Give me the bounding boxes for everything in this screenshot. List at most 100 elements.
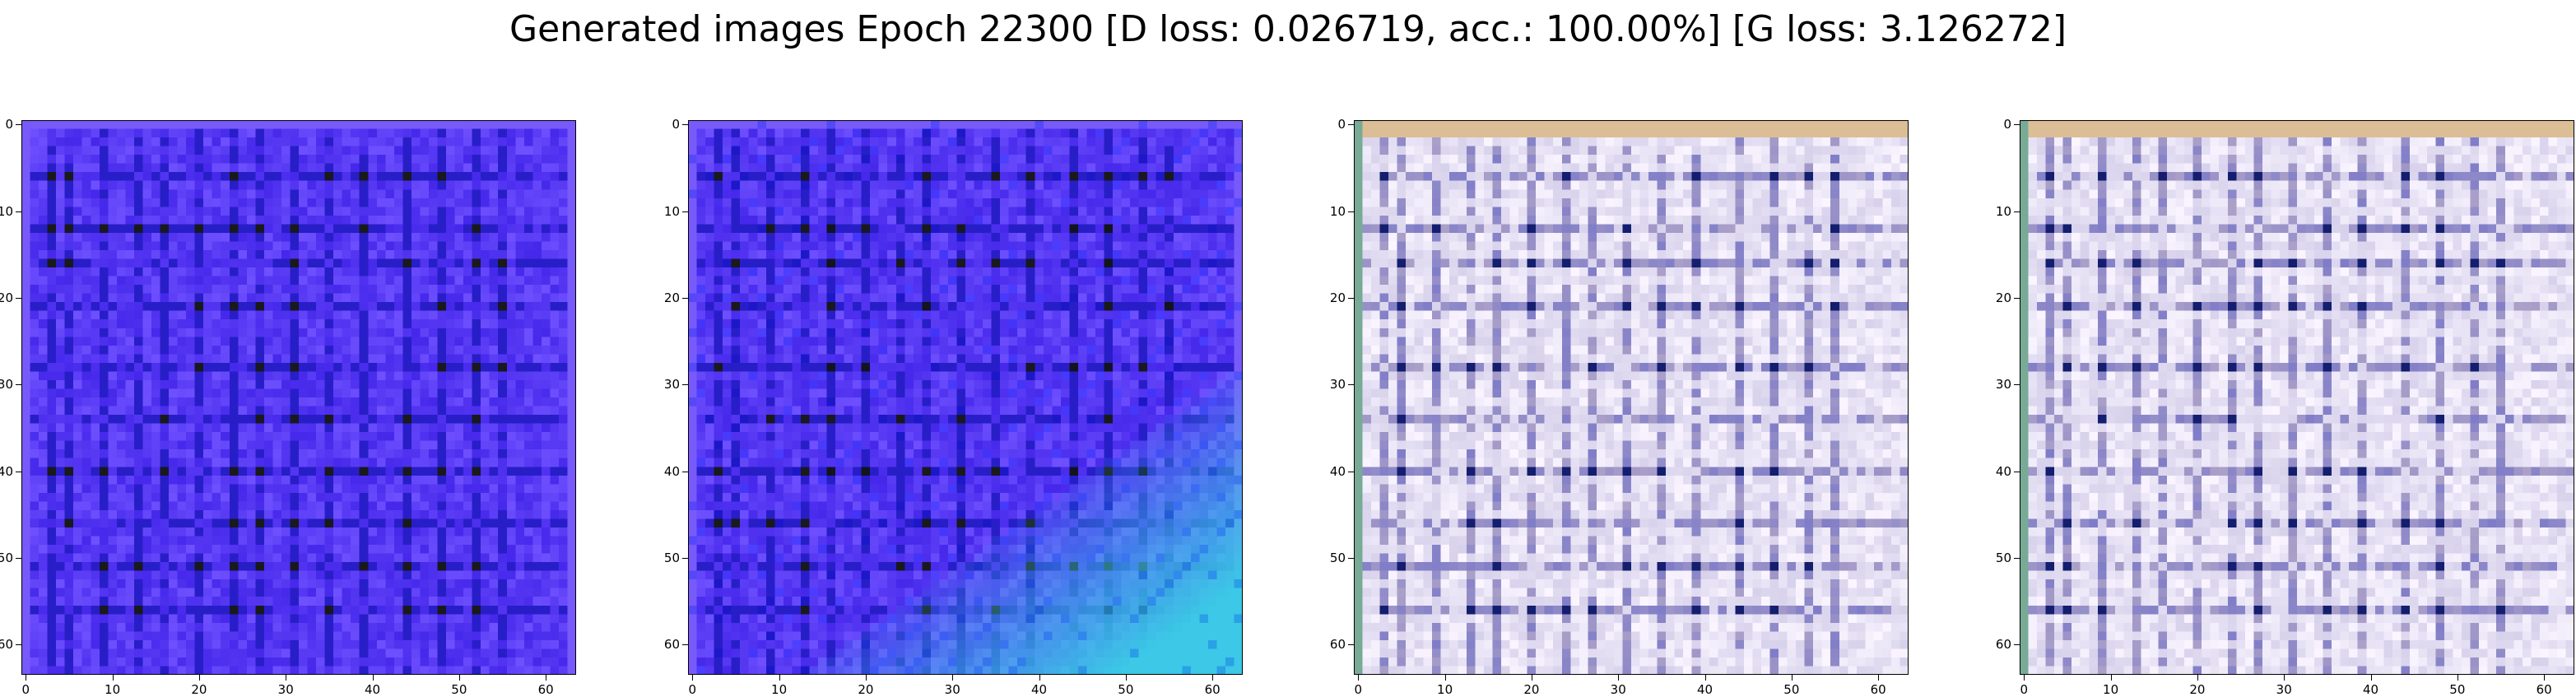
y-tick-mark xyxy=(682,124,688,126)
x-tick-label: 10 xyxy=(1437,682,1453,697)
y-tick-label: 30 xyxy=(663,377,680,393)
generated-image xyxy=(21,120,576,675)
generated-image xyxy=(1354,120,1909,675)
y-tick-label: 10 xyxy=(1995,203,2011,219)
y-tick-mark xyxy=(16,211,21,212)
x-tick-label: 40 xyxy=(1696,682,1713,697)
x-tick-label: 0 xyxy=(2020,682,2029,697)
y-tick-label: 10 xyxy=(0,203,13,219)
x-tick-mark xyxy=(198,675,200,681)
y-tick-mark xyxy=(2014,297,2020,299)
x-tick-mark xyxy=(2370,675,2372,681)
y-tick-mark xyxy=(2014,644,2020,646)
y-tick-label: 30 xyxy=(0,377,13,393)
y-tick-label: 20 xyxy=(0,290,13,305)
x-tick-mark xyxy=(2110,675,2112,681)
x-tick-label: 40 xyxy=(364,682,381,697)
image-panel-2: 0 10 20 30 40 50 60 0 10 20 30 40 50 60 xyxy=(664,118,1243,696)
x-tick-mark xyxy=(2284,675,2285,681)
x-tick-label: 20 xyxy=(1523,682,1540,697)
y-tick-mark xyxy=(682,297,688,299)
y-tick-mark xyxy=(16,384,21,386)
y-tick-label: 50 xyxy=(663,550,680,565)
y-tick-label: 0 xyxy=(2003,117,2011,132)
x-tick-label: 50 xyxy=(1118,682,1134,697)
x-tick-label: 30 xyxy=(944,682,960,697)
y-tick-mark xyxy=(682,644,688,646)
y-tick-mark xyxy=(16,557,21,559)
x-tick-label: 10 xyxy=(2103,682,2119,697)
x-tick-mark xyxy=(2457,675,2458,681)
x-tick-label: 20 xyxy=(191,682,207,697)
x-tick-label: 50 xyxy=(2449,682,2466,697)
x-tick-label: 50 xyxy=(451,682,467,697)
y-tick-label: 40 xyxy=(1329,463,1346,479)
x-tick-mark xyxy=(2197,675,2198,681)
y-tick-mark xyxy=(2014,384,2020,386)
y-tick-label: 60 xyxy=(663,637,680,653)
x-tick-mark xyxy=(1125,675,1127,681)
x-tick-mark xyxy=(692,675,694,681)
y-tick-label: 0 xyxy=(5,117,13,132)
x-tick-label: 30 xyxy=(2276,682,2292,697)
x-tick-mark xyxy=(458,675,460,681)
image-panel-1: 0 10 20 30 40 50 60 0 10 20 30 40 50 60 xyxy=(0,118,576,696)
x-tick-mark xyxy=(1618,675,1620,681)
x-tick-mark xyxy=(865,675,867,681)
x-tick-label: 60 xyxy=(1204,682,1221,697)
page-title: Generated images Epoch 22300 [D loss: 0.… xyxy=(509,8,2067,50)
y-tick-mark xyxy=(682,557,688,559)
x-tick-label: 20 xyxy=(2189,682,2206,697)
y-tick-label: 0 xyxy=(1337,117,1346,132)
x-tick-label: 30 xyxy=(277,682,294,697)
y-tick-label: 50 xyxy=(1329,550,1346,565)
y-tick-label: 20 xyxy=(1329,290,1346,305)
x-tick-mark xyxy=(1039,675,1040,681)
y-tick-label: 10 xyxy=(1329,203,1346,219)
x-tick-label: 50 xyxy=(1783,682,1800,697)
y-tick-label: 60 xyxy=(1329,637,1346,653)
y-tick-label: 20 xyxy=(1995,290,2011,305)
y-tick-label: 40 xyxy=(1995,463,2011,479)
x-tick-label: 30 xyxy=(1610,682,1626,697)
y-tick-label: 30 xyxy=(1995,377,2011,393)
x-tick-label: 40 xyxy=(2362,682,2379,697)
y-tick-label: 50 xyxy=(0,550,13,565)
x-tick-mark xyxy=(2544,675,2546,681)
x-tick-mark xyxy=(112,675,114,681)
image-panel-3: 0 10 20 30 40 50 60 0 10 20 30 40 50 60 xyxy=(1330,118,1909,696)
image-panel-4: 0 10 20 30 40 50 60 0 10 20 30 40 50 60 xyxy=(1996,118,2574,696)
y-tick-mark xyxy=(1348,211,1354,212)
y-tick-mark xyxy=(1348,297,1354,299)
y-tick-label: 50 xyxy=(1995,550,2011,565)
x-tick-mark xyxy=(779,675,780,681)
x-tick-label: 10 xyxy=(771,682,788,697)
x-tick-label: 0 xyxy=(688,682,697,697)
y-tick-mark xyxy=(16,644,21,646)
y-tick-mark xyxy=(682,384,688,386)
x-tick-label: 60 xyxy=(537,682,554,697)
y-tick-label: 10 xyxy=(663,203,680,219)
x-tick-mark xyxy=(1878,675,1880,681)
y-tick-mark xyxy=(2014,211,2020,212)
y-tick-mark xyxy=(1348,644,1354,646)
x-tick-label: 60 xyxy=(2536,682,2552,697)
y-tick-mark xyxy=(2014,124,2020,126)
y-tick-label: 40 xyxy=(663,463,680,479)
generated-image xyxy=(688,120,1243,675)
x-tick-label: 0 xyxy=(21,682,30,697)
y-tick-label: 20 xyxy=(663,290,680,305)
y-tick-mark xyxy=(16,124,21,126)
y-tick-label: 0 xyxy=(672,117,680,132)
x-tick-label: 0 xyxy=(1354,682,1363,697)
x-tick-label: 10 xyxy=(105,682,121,697)
y-tick-label: 60 xyxy=(1995,637,2011,653)
x-tick-label: 60 xyxy=(1870,682,1886,697)
y-tick-mark xyxy=(682,211,688,212)
y-tick-label: 60 xyxy=(0,637,13,653)
y-tick-mark xyxy=(1348,557,1354,559)
y-tick-mark xyxy=(16,297,21,299)
generated-image xyxy=(2020,120,2574,675)
x-tick-label: 40 xyxy=(1030,682,1048,697)
y-tick-mark xyxy=(1348,124,1354,126)
